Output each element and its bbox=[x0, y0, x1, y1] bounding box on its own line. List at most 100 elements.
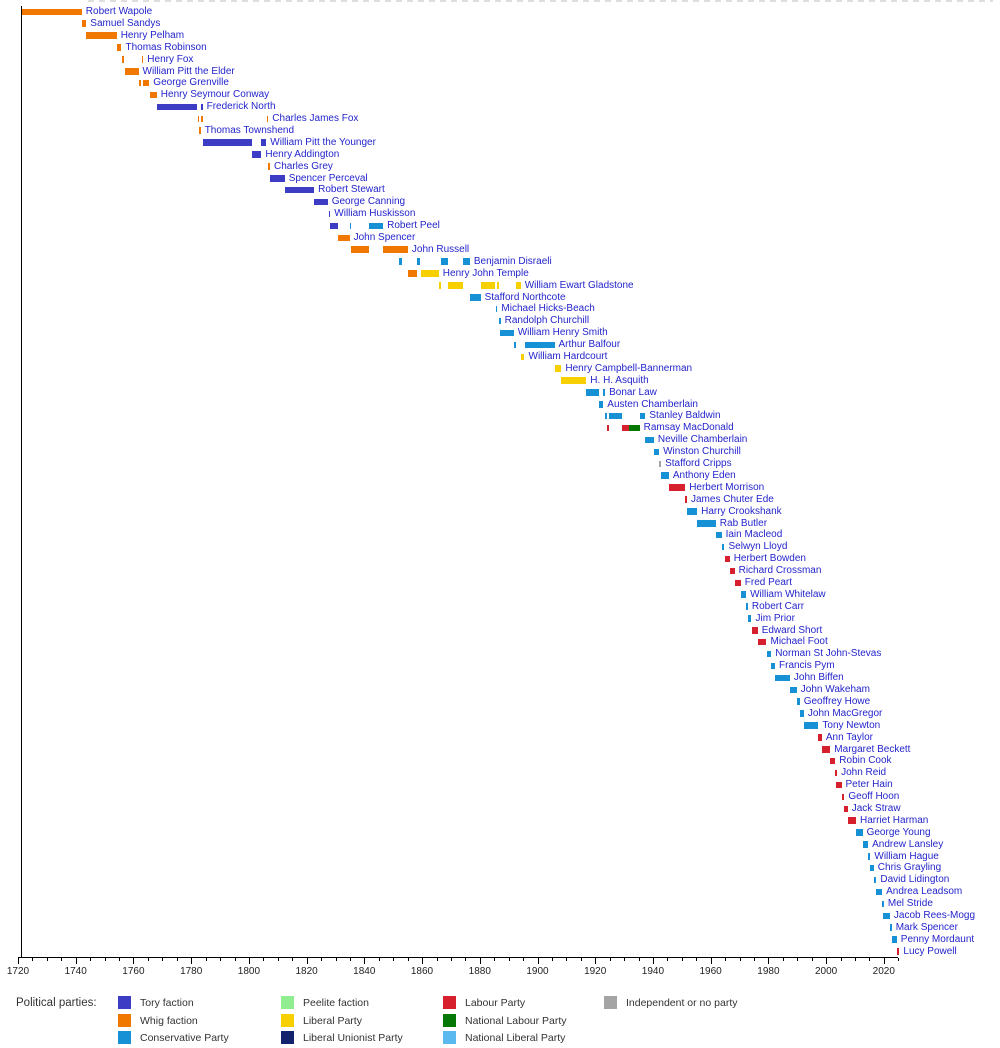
axis-major-tick bbox=[479, 958, 481, 964]
axis-tick-label: 1940 bbox=[641, 966, 665, 977]
axis-minor-tick bbox=[638, 958, 640, 961]
term-bar-con bbox=[469, 294, 481, 301]
leader-label: Benjamin Disraeli bbox=[473, 255, 552, 267]
term-bar-con bbox=[598, 401, 604, 408]
x-axis-line bbox=[18, 957, 898, 958]
axis-minor-tick bbox=[840, 958, 842, 961]
axis-tick-label: 1900 bbox=[526, 966, 549, 977]
axis-minor-tick bbox=[234, 958, 236, 961]
term-bar-con bbox=[416, 258, 421, 265]
term-bar-tory bbox=[202, 139, 253, 146]
term-bar-con bbox=[609, 412, 623, 420]
axis-tick-label: 1860 bbox=[410, 966, 434, 977]
term-bar-whig bbox=[143, 79, 150, 87]
term-bar-con bbox=[870, 864, 874, 872]
axis-major-tick bbox=[248, 958, 250, 964]
leader-label: Jack Straw bbox=[851, 803, 901, 814]
legend-label-con: Conservative Party bbox=[140, 1032, 229, 1044]
axis-minor-tick bbox=[61, 958, 63, 961]
leader-label: Jacob Rees-Mogg bbox=[893, 910, 976, 921]
term-bar-tory bbox=[261, 139, 267, 146]
term-bar-whig bbox=[86, 32, 117, 39]
term-bar-lib bbox=[561, 377, 587, 384]
leader-label: Arthur Balfour bbox=[558, 339, 621, 351]
term-bar-lab bbox=[847, 817, 856, 824]
leader-label: Herbert Bowden bbox=[733, 553, 806, 565]
axis-minor-tick bbox=[378, 958, 380, 961]
leader-label: Neville Chamberlain bbox=[657, 434, 748, 446]
leader-label: Stanley Baldwin bbox=[649, 410, 721, 422]
leader-label: Stafford Cripps bbox=[665, 458, 732, 469]
axis-tick-label: 1880 bbox=[468, 966, 491, 977]
leader-label: Penny Mordaunt bbox=[900, 933, 975, 945]
term-bar-whig bbox=[149, 91, 157, 99]
term-bar-lib bbox=[516, 282, 521, 289]
leader-label: Mark Spencer bbox=[895, 921, 958, 933]
leader-label: Ramsay MacDonald bbox=[643, 422, 734, 434]
leader-label: Andrew Lansley bbox=[872, 838, 944, 850]
axis-major-tick bbox=[306, 958, 308, 964]
leader-label: Harriet Harman bbox=[860, 814, 929, 826]
axis-minor-tick bbox=[162, 958, 164, 961]
legend-label-nlab: National Labour Party bbox=[465, 1014, 567, 1027]
leader-label: Frederick North bbox=[206, 101, 276, 113]
term-bar-con bbox=[369, 222, 384, 230]
leader-label: Edward Short bbox=[761, 624, 823, 636]
axis-minor-tick bbox=[494, 958, 496, 961]
term-bar-whig bbox=[121, 56, 125, 63]
axis-tick-label: 1720 bbox=[6, 966, 30, 977]
term-bar-con bbox=[349, 222, 352, 230]
axis-tick-label: 1980 bbox=[757, 966, 780, 977]
term-bar-lab bbox=[818, 734, 822, 741]
leader-label: Bonar Law bbox=[609, 386, 657, 398]
axis-minor-tick bbox=[753, 958, 755, 961]
leader-label: Rab Butler bbox=[719, 517, 768, 529]
leader-label: Richard Crossman bbox=[738, 565, 822, 577]
axis-minor-tick bbox=[508, 958, 510, 961]
axis-minor-tick bbox=[147, 958, 149, 961]
leader-label: Spencer Perceval bbox=[288, 172, 368, 184]
leader-label: Henry Seymour Conway bbox=[160, 89, 270, 101]
term-bar-whig bbox=[383, 246, 408, 253]
legend-swatch-ind bbox=[604, 996, 617, 1009]
term-bar-whig bbox=[407, 270, 417, 277]
axis-minor-tick bbox=[450, 958, 452, 961]
axis-major-tick bbox=[595, 958, 597, 964]
term-bar-lab bbox=[841, 793, 845, 801]
term-bar-con bbox=[766, 650, 772, 658]
term-bar-con bbox=[639, 412, 646, 420]
leader-label: John Spencer bbox=[353, 232, 416, 243]
term-bar-con bbox=[771, 662, 775, 670]
axis-minor-tick bbox=[465, 958, 467, 961]
term-bar-con bbox=[775, 674, 790, 682]
legend-label-ind: Independent or no party bbox=[626, 997, 738, 1009]
term-bar-lab bbox=[821, 746, 831, 753]
term-bar-tory bbox=[328, 210, 331, 218]
axis-major-tick bbox=[133, 958, 135, 964]
term-bar-lab bbox=[668, 484, 686, 491]
axis-tick-label: 2000 bbox=[814, 966, 838, 977]
leader-label: Charles Grey bbox=[274, 160, 333, 172]
legend-swatch-libu bbox=[281, 1031, 294, 1044]
term-bar-con bbox=[789, 686, 797, 693]
leader-label: Henry John Temple bbox=[442, 267, 529, 279]
term-bar-whig bbox=[338, 234, 350, 241]
legend-label-tory: Tory faction bbox=[140, 997, 194, 1009]
term-bar-lib bbox=[480, 282, 496, 289]
axis-minor-tick bbox=[349, 958, 351, 961]
axis-minor-tick bbox=[782, 958, 784, 961]
term-bar-lab bbox=[724, 555, 730, 563]
legend-swatch-nlab bbox=[443, 1013, 456, 1027]
term-bar-con bbox=[868, 853, 871, 860]
leader-label: Selwyn Lloyd bbox=[728, 541, 788, 553]
term-bar-con bbox=[747, 615, 752, 622]
term-bar-lab bbox=[729, 567, 735, 575]
term-bar-con bbox=[803, 722, 819, 729]
leader-label: Francis Pym bbox=[779, 660, 835, 672]
term-bar-lab bbox=[606, 424, 610, 432]
axis-minor-tick bbox=[176, 958, 178, 961]
term-bar-con bbox=[882, 900, 884, 908]
leader-label: John Reid bbox=[841, 767, 887, 779]
term-bar-lib bbox=[520, 353, 525, 360]
